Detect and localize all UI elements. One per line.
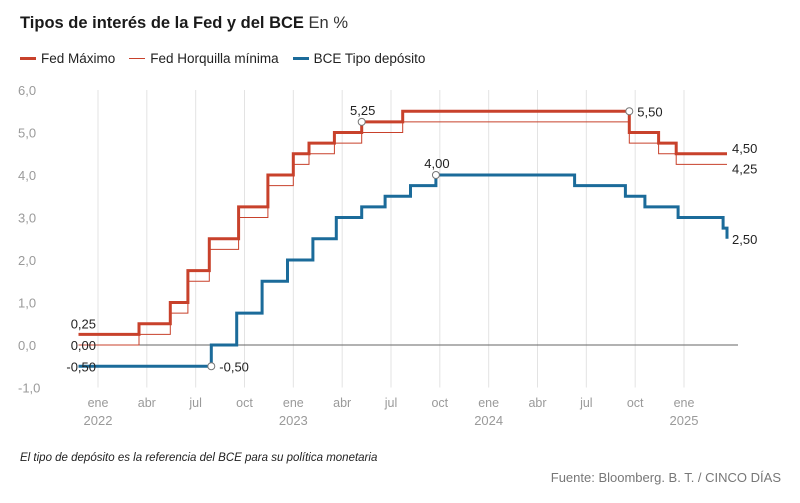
y-tick-label: 3,0: [18, 211, 36, 226]
x-year-label: 2022: [84, 413, 113, 428]
chart-legend: Fed Máximo Fed Horquilla mínima BCE Tipo…: [20, 51, 439, 66]
annotation-label: 5,50: [637, 104, 662, 119]
x-tick-label: jul: [188, 396, 202, 410]
fed-horquilla-line: [78, 121, 727, 346]
y-tick-label: 1,0: [18, 296, 36, 311]
rate-chart: 6,0 5,0 4,0 3,0 2,0 1,0 0,0 -1,0 ene 2022 abr jul oc…: [18, 83, 757, 428]
annotation-marker: [431, 171, 440, 179]
x-year-label: 2025: [670, 413, 699, 428]
y-tick-label: -1,0: [18, 381, 40, 396]
legend-label-fed-horquilla: Fed Horquilla mínima: [150, 51, 279, 66]
x-tick-label: ene: [88, 396, 109, 410]
legend-swatch-fed-maximo: [20, 57, 36, 60]
legend-swatch-fed-horquilla: [129, 58, 146, 59]
chart-subtitle: En %: [308, 14, 348, 32]
legend-item-fed-maximo: Fed Máximo: [20, 51, 115, 66]
x-tick-label: oct: [431, 396, 448, 410]
fed-maximo-line: [78, 109, 727, 336]
legend-swatch-bce: [292, 57, 309, 60]
annotation-marker: [625, 107, 634, 116]
y-tick-label: 6,0: [18, 83, 36, 98]
annotation-label: 2,50: [732, 232, 757, 247]
x-tick-label: oct: [236, 396, 253, 410]
y-tick-label: 2,0: [18, 253, 36, 268]
y-tick-label: 0,0: [18, 338, 36, 353]
x-tick-label: jul: [579, 396, 593, 410]
annotation-label: 5,25: [350, 103, 375, 118]
x-tick-label: abr: [138, 396, 156, 410]
y-tick-label: 4,0: [18, 168, 36, 183]
annotation-marker: [357, 117, 366, 126]
x-year-label: 2024: [474, 413, 503, 428]
annotation-label: -0,50: [219, 359, 249, 374]
legend-item-bce: BCE Tipo depósito: [292, 51, 426, 66]
legend-item-fed-horquilla: Fed Horquilla mínima: [129, 51, 279, 66]
y-tick-label: 5,0: [18, 126, 36, 141]
chart-title: Tipos de interés de la Fed y del BCE En …: [20, 14, 348, 33]
x-tick-label: oct: [627, 396, 644, 410]
x-tick-label: abr: [333, 396, 351, 410]
chart-footnote: El tipo de depósito es la referencia del…: [20, 452, 378, 464]
annotation-label: 4,50: [732, 141, 757, 156]
legend-label-bce: BCE Tipo depósito: [313, 51, 426, 66]
x-tick-label: ene: [478, 396, 499, 410]
annotation-label: 0,00: [71, 338, 96, 353]
annotation-marker: [207, 362, 216, 371]
chart-source: Fuente: Bloomberg. B. T. / CINCO DÍAS: [550, 470, 781, 485]
annotation-label: 0,25: [71, 316, 96, 331]
x-tick-label: ene: [674, 396, 695, 410]
bce-deposito-line: [78, 173, 729, 368]
x-year-label: 2023: [279, 413, 308, 428]
x-tick-label: abr: [528, 396, 546, 410]
x-tick-label: jul: [384, 396, 398, 410]
x-tick-label: ene: [283, 396, 304, 410]
annotation-label: -0,50: [66, 359, 96, 374]
chart-title-text: Tipos de interés de la Fed y del BCE: [20, 14, 304, 32]
legend-label-fed-maximo: Fed Máximo: [41, 51, 116, 66]
annotation-label: 4,25: [732, 161, 757, 176]
annotation-label: 4,00: [424, 156, 449, 171]
